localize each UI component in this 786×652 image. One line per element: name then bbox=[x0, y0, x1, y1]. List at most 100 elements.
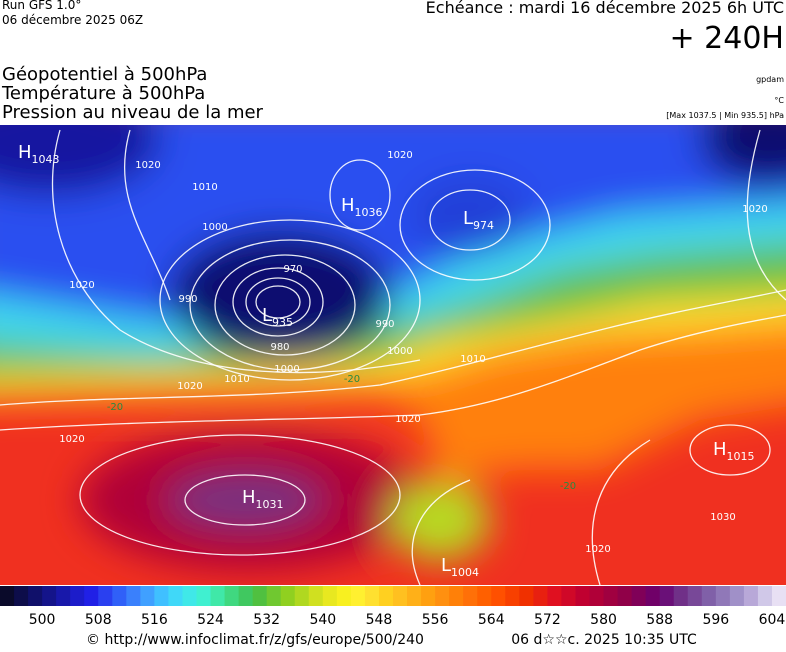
isobar-label: 1010 bbox=[224, 374, 249, 385]
pressure-center: H1036 bbox=[341, 195, 383, 219]
colorbar-label: 572 bbox=[534, 612, 561, 628]
unit: °C bbox=[774, 96, 784, 105]
colorbar-bin bbox=[238, 586, 254, 606]
colorbar-bin bbox=[603, 586, 619, 606]
colorbar-label: 564 bbox=[478, 612, 505, 628]
colorbar-bin bbox=[477, 586, 492, 606]
colorbar-bin bbox=[575, 586, 590, 606]
colorbar-bin bbox=[757, 586, 773, 606]
colorbar-bin bbox=[14, 586, 29, 606]
colorbar-bin bbox=[547, 586, 562, 606]
valid-time: Echéance : mardi 16 décembre 2025 6h UTC bbox=[426, 0, 784, 17]
colorbar-bin bbox=[378, 586, 394, 606]
colorbar-bin bbox=[280, 586, 296, 606]
colorbar-bin bbox=[266, 586, 282, 606]
colorbar-bin bbox=[407, 586, 422, 606]
pressure-center: H1043 bbox=[18, 142, 60, 166]
isobar-label: 1020 bbox=[387, 150, 412, 161]
colorbar-label: 596 bbox=[702, 612, 729, 628]
colorbar-bin bbox=[673, 586, 689, 606]
temperature-label: -20 bbox=[344, 374, 360, 385]
center-value: 935 bbox=[272, 316, 293, 329]
isobar-label: 990 bbox=[375, 319, 394, 330]
isobar-label: 1000 bbox=[274, 364, 299, 375]
colorbar: 500 508 516 524 532 540 548 556 564 572 580 588 596 6… bbox=[0, 586, 786, 628]
colorbar-bin bbox=[182, 586, 197, 606]
center-letter: H bbox=[341, 195, 355, 216]
isobar-label: 1020 bbox=[177, 381, 202, 392]
footer-url: © http://www.infoclimat.fr/z/gfs/europe/… bbox=[86, 632, 424, 648]
center-value: 1004 bbox=[451, 566, 479, 579]
center-letter: L bbox=[262, 305, 272, 326]
center-letter: L bbox=[463, 208, 473, 229]
pressure-center: L935 bbox=[262, 305, 293, 329]
colorbar-bin bbox=[210, 586, 226, 606]
colorbar-bin bbox=[98, 586, 113, 606]
isobar-label: 1000 bbox=[202, 222, 227, 233]
isobar-label: 1020 bbox=[59, 434, 84, 445]
colorbar-bin bbox=[0, 586, 15, 606]
temperature-label: -20 bbox=[560, 481, 576, 492]
colorbar-bin bbox=[70, 586, 85, 606]
colorbar-bin bbox=[393, 586, 408, 606]
colorbar-bin bbox=[350, 586, 366, 606]
colorbar-bin bbox=[449, 586, 464, 606]
colorbar-bin bbox=[561, 586, 576, 606]
colorbar-bin bbox=[659, 586, 675, 606]
colorbar-bin bbox=[168, 586, 183, 606]
run: Run GFS 1.0° bbox=[2, 0, 81, 12]
isobar-label: 1020 bbox=[585, 544, 610, 555]
colorbar-label: 604 bbox=[759, 612, 786, 628]
center-value: 974 bbox=[473, 219, 494, 232]
center-value: 1031 bbox=[256, 498, 284, 511]
colorbar-bin bbox=[463, 586, 478, 606]
center-value: 1015 bbox=[727, 450, 755, 463]
colorbar-label: 500 bbox=[29, 612, 56, 628]
colorbar-bin bbox=[491, 586, 506, 606]
colorbar-bin bbox=[687, 586, 703, 606]
colorbar-bin bbox=[84, 586, 99, 606]
legend-line: Pression au niveau de la mer bbox=[2, 102, 264, 123]
colorbar-bin bbox=[336, 586, 352, 606]
center-letter: H bbox=[713, 439, 727, 460]
isobar-label: 970 bbox=[283, 264, 302, 275]
unit: [Max 1037.5 | Min 935.5] hPa bbox=[666, 111, 784, 120]
colorbar-bin bbox=[533, 586, 548, 606]
center-value: 1043 bbox=[32, 153, 60, 166]
colorbar-bin bbox=[715, 586, 731, 606]
colorbar-bin bbox=[308, 586, 324, 606]
colorbar-label: 524 bbox=[197, 612, 224, 628]
center-letter: H bbox=[242, 487, 256, 508]
isobar-label: 1030 bbox=[710, 512, 735, 523]
colorbar-bin bbox=[617, 586, 633, 606]
colorbar-label: 516 bbox=[141, 612, 168, 628]
isobar-label: 980 bbox=[270, 342, 289, 353]
colorbar-label: 532 bbox=[253, 612, 280, 628]
colorbar-bin bbox=[140, 586, 155, 606]
colorbar-bin bbox=[701, 586, 717, 606]
colorbar-bin bbox=[224, 586, 240, 606]
pressure-center: H1031 bbox=[242, 487, 284, 511]
colorbar-bin bbox=[322, 586, 338, 606]
colorbar-bin bbox=[56, 586, 71, 606]
colorbar-label: 588 bbox=[646, 612, 673, 628]
colorbar-bin bbox=[589, 586, 605, 606]
colorbar-bin bbox=[519, 586, 534, 606]
isobar-label: 1010 bbox=[192, 182, 217, 193]
footer-timestamp: 06 d☆☆c. 2025 10:35 UTC bbox=[511, 632, 697, 648]
center-value: 1036 bbox=[355, 206, 383, 219]
lead-time: + 240H bbox=[670, 21, 785, 56]
colorbar-bin bbox=[631, 586, 647, 606]
colorbar-bin bbox=[364, 586, 380, 606]
colorbar-bin bbox=[154, 586, 169, 606]
colorbar-label: 508 bbox=[85, 612, 112, 628]
map bbox=[0, 125, 786, 585]
colorbar-bin bbox=[743, 586, 759, 606]
colorbar-label: 580 bbox=[590, 612, 617, 628]
colorbar-bin bbox=[126, 586, 141, 606]
colorbar-label: 548 bbox=[366, 612, 393, 628]
center-letter: H bbox=[18, 142, 32, 163]
colorbar-bin bbox=[729, 586, 745, 606]
colorbar-bin bbox=[645, 586, 661, 606]
center-letter: L bbox=[441, 555, 451, 576]
